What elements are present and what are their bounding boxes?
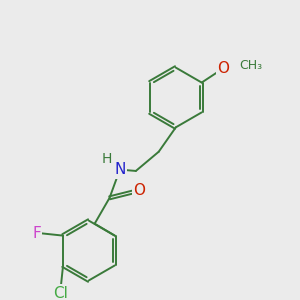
Text: H: H: [102, 152, 112, 167]
Text: N: N: [114, 162, 125, 177]
Text: Cl: Cl: [53, 286, 68, 300]
Text: O: O: [134, 184, 146, 199]
Text: F: F: [32, 226, 41, 241]
Text: O: O: [218, 61, 230, 76]
Text: CH₃: CH₃: [239, 59, 263, 72]
